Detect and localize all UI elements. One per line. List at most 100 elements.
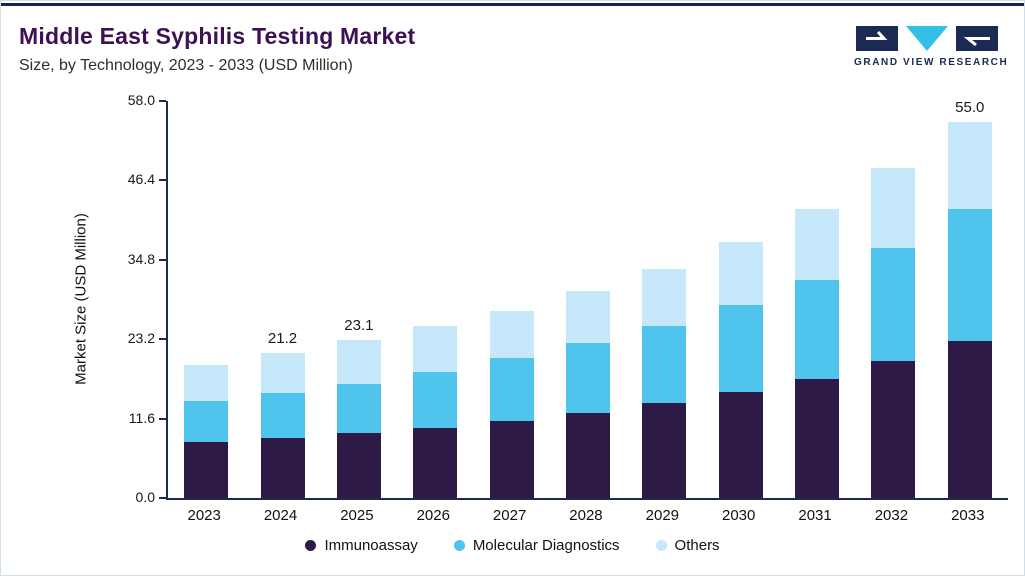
x-tick-label-2024: 2024 (263, 507, 298, 524)
x-tick-label-2027: 2027 (492, 507, 527, 524)
bar-segment-2028-immunoassay (565, 413, 610, 498)
y-tick-mark-23.2 (159, 338, 166, 341)
page-subtitle: Size, by Technology, 2023 - 2033 (USD Mi… (19, 57, 353, 74)
legend: Immunoassay Molecular Diagnostics Others (1, 537, 1024, 554)
bar-segment-2032-immunoassay (871, 361, 916, 498)
bar-segment-2023-others (184, 364, 229, 401)
bar-segment-2032-others (871, 168, 916, 248)
x-axis-labels: 2023 2024 2025 2026 2027 2028 2029 2030 2031 2032… (166, 507, 1006, 524)
x-tick-label-2030: 2030 (722, 507, 756, 524)
bar-segment-2028-molecular-diagnostics (565, 343, 610, 414)
page-title: Middle East Syphilis Testing Market (19, 23, 416, 49)
legend-dot-icon (655, 540, 667, 551)
y-tick-mark-34.8 (159, 258, 166, 261)
bar-segment-2026-molecular-diagnostics (413, 372, 458, 428)
y-tick-label-58.0: 58.0 (127, 92, 155, 108)
bar-stack-2026 (413, 325, 458, 498)
brand-name: GRAND VIEW RESEARCH (854, 57, 1009, 68)
bar-column-2028 (550, 101, 626, 498)
bar-column-2023 (168, 101, 244, 498)
y-tick-label-23.2: 23.2 (127, 330, 155, 347)
legend-label: Immunoassay (324, 537, 418, 554)
bar-segment-2030-others (718, 242, 763, 306)
bar-segment-2031-immunoassay (795, 378, 840, 498)
bar-segment-2030-molecular-diagnostics (718, 305, 763, 392)
y-tick-label-34.8: 34.8 (127, 250, 155, 267)
bar-segment-2024-immunoassay (260, 437, 305, 498)
y-tick-mark-46.4 (159, 179, 166, 182)
bar-segment-2026-others (413, 325, 458, 373)
total-label-2024: 21.2 (267, 329, 298, 347)
bar-segment-2025-immunoassay (336, 433, 381, 498)
legend-dot-icon (453, 540, 465, 551)
bar-segment-2029-molecular-diagnostics (642, 325, 687, 403)
legend-item-immunoassay: Immunoassay (305, 537, 418, 554)
bar-segment-2023-immunoassay (184, 441, 229, 498)
bar-column-2025: 23.1 (321, 101, 397, 498)
bar-segment-2027-others (489, 310, 534, 359)
total-label-2025: 23.1 (344, 316, 374, 334)
total-label-2033: 55.0 (955, 98, 985, 116)
bar-segment-2029-immunoassay (642, 402, 687, 498)
bars-container: 21.2 23.1 55.0 (168, 98, 1008, 498)
bar-segment-2025-molecular-diagnostics (336, 383, 381, 433)
bar-column-2024: 21.2 (244, 101, 320, 498)
bar-segment-2025-others (336, 339, 381, 384)
bar-segment-2024-others (260, 352, 305, 393)
bar-column-2027 (473, 101, 549, 498)
y-tick-mark-11.6 (159, 417, 166, 420)
bar-column-2029 (626, 101, 702, 498)
bar-segment-2027-molecular-diagnostics (489, 358, 534, 421)
bar-stack-2033 (947, 121, 992, 498)
bar-stack-2024 (260, 352, 305, 498)
bar-segment-2033-others (947, 121, 992, 210)
bar-column-2030 (703, 101, 779, 498)
legend-label: Others (674, 537, 720, 554)
x-tick-label-2029: 2029 (645, 507, 680, 524)
x-tick-label-2033: 2033 (951, 507, 985, 524)
bar-stack-2027 (489, 310, 534, 498)
y-axis-title: Market Size (USD Million) (72, 213, 90, 385)
bar-stack-2029 (642, 268, 687, 498)
legend-label: Molecular Diagnostics (472, 537, 620, 554)
bar-segment-2031-molecular-diagnostics (795, 280, 840, 379)
bar-segment-2024-molecular-diagnostics (260, 392, 305, 438)
y-tick-mark-0.0 (159, 497, 166, 499)
bar-column-2026 (397, 101, 473, 498)
bar-segment-2029-others (642, 268, 687, 326)
bar-segment-2032-molecular-diagnostics (871, 247, 916, 362)
x-tick-label-2025: 2025 (340, 507, 374, 524)
y-tick-label-11.6: 11.6 (128, 409, 155, 426)
bar-stack-2025 (336, 339, 381, 498)
bar-segment-2027-immunoassay (489, 420, 534, 498)
bar-stack-2031 (795, 209, 840, 498)
x-tick-label-2032: 2032 (874, 507, 909, 524)
x-tick-label-2028: 2028 (569, 507, 603, 524)
bar-segment-2030-immunoassay (718, 391, 763, 498)
legend-item-molecular-diagnostics: Molecular Diagnostics (453, 537, 620, 554)
bar-segment-2033-molecular-diagnostics (947, 209, 992, 342)
x-tick-label-2023: 2023 (187, 507, 221, 524)
bar-segment-2031-others (795, 209, 840, 281)
plot-area: 21.2 23.1 55.0 (166, 98, 1008, 500)
bar-segment-2033-immunoassay (947, 341, 992, 498)
bar-segment-2028-others (565, 291, 610, 344)
y-tick-label-46.4: 46.4 (127, 171, 155, 188)
bar-column-2031 (779, 101, 855, 498)
legend-item-others: Others (655, 537, 720, 554)
bar-column-2032 (855, 101, 931, 498)
y-tick-label-0.0: 0.0 (135, 489, 155, 505)
bar-column-2033: 55.0 (932, 98, 1008, 498)
bar-stack-2028 (565, 291, 610, 498)
y-tick-mark-58.0 (159, 100, 166, 102)
bar-segment-2026-immunoassay (413, 427, 458, 498)
bar-stack-2023 (184, 364, 229, 498)
brand-logo-icon (856, 26, 998, 51)
top-accent-rule (1, 3, 1024, 6)
bar-stack-2030 (718, 242, 763, 498)
legend-dot-icon (305, 540, 317, 551)
x-tick-label-2026: 2026 (416, 507, 450, 524)
bar-stack-2032 (871, 168, 916, 498)
bar-segment-2023-molecular-diagnostics (184, 400, 229, 442)
